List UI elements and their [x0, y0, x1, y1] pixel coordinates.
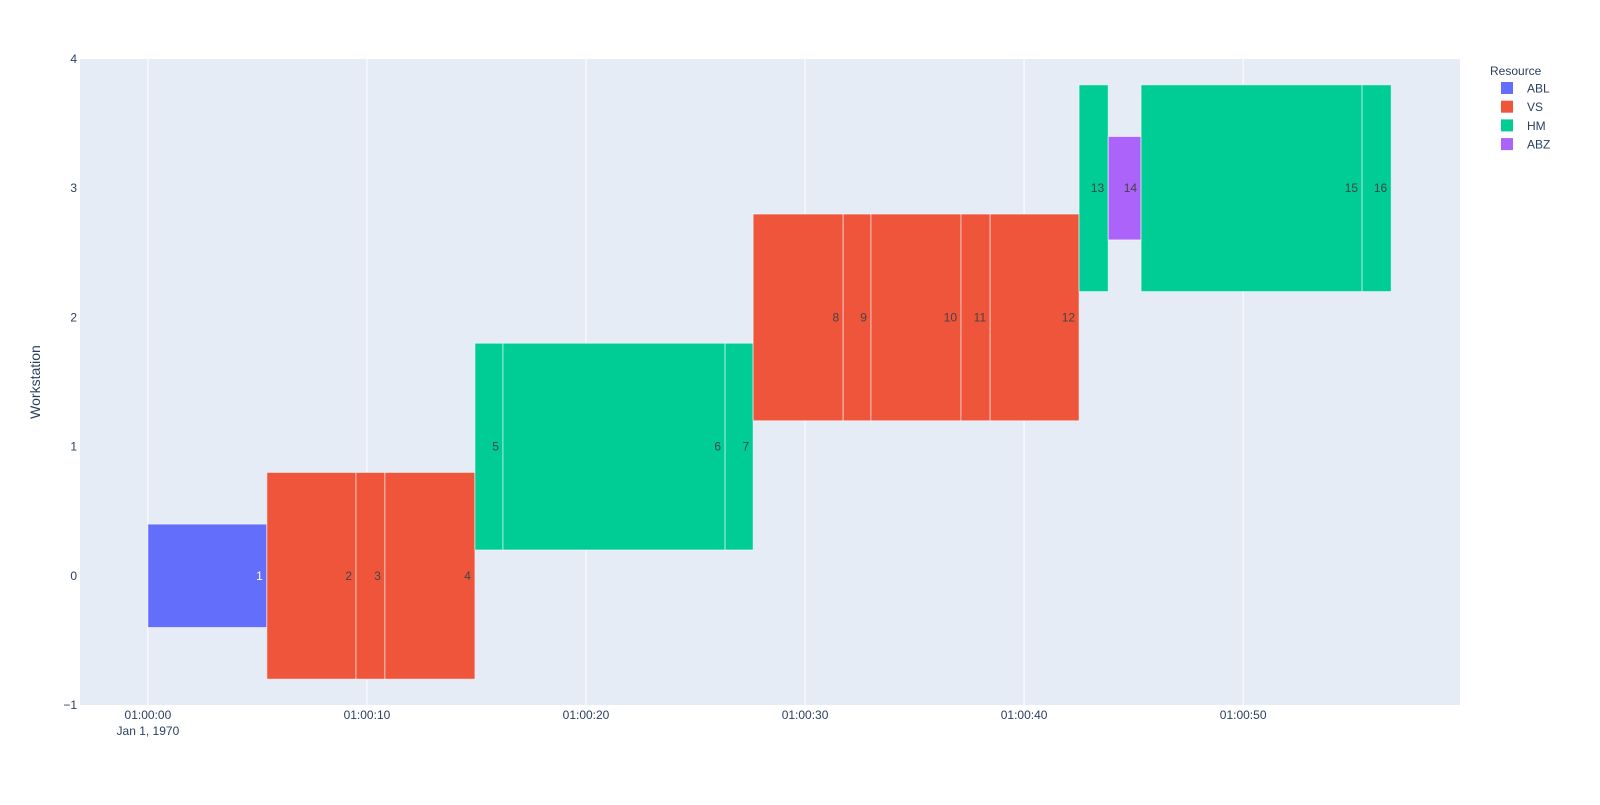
x-tick-label: 01:00:50 [1220, 708, 1267, 722]
legend-item-label: VS [1527, 100, 1543, 114]
x-tick-label: 01:00:20 [563, 708, 610, 722]
legend-swatch-icon [1501, 100, 1513, 113]
task-label: 4 [464, 569, 471, 583]
legend-item-label: ABZ [1527, 138, 1550, 152]
task-label: 5 [492, 440, 499, 454]
task-bar[interactable]: 16 [1361, 84, 1392, 293]
task-bar[interactable]: 2 [266, 471, 357, 680]
task-label: 13 [1091, 181, 1105, 195]
x-axis-ticks: 01:00:00 Jan 1, 1970 01:00:10 01:00:20 01:00… [117, 708, 1267, 738]
x-tick-label: 01:00:40 [1001, 708, 1048, 722]
legend-swatch-icon [1501, 138, 1513, 151]
task-label: 8 [832, 310, 839, 324]
task-label: 15 [1345, 181, 1359, 195]
task-label: 11 [974, 310, 987, 324]
task-label: 6 [714, 440, 721, 454]
legend: Resource ABL VS HM ABZ [1490, 64, 1550, 152]
task-bar[interactable]: 5 [474, 342, 504, 551]
x-tick-label: 01:00:30 [782, 708, 829, 722]
x-tick-label: 01:00:00 [125, 708, 172, 722]
task-label: 9 [860, 310, 867, 324]
x-tick-sublabel: Jan 1, 1970 [117, 724, 180, 738]
task-bar[interactable]: 9 [842, 213, 872, 422]
y-axis-title: Workstation [27, 345, 43, 419]
task-bar[interactable]: 1 [147, 523, 268, 628]
task-label: 12 [1062, 310, 1076, 324]
y-tick-label: 3 [70, 181, 77, 195]
task-bar[interactable]: 8 [752, 213, 844, 422]
task-bar[interactable]: 13 [1078, 84, 1109, 293]
task-label: 1 [256, 569, 263, 583]
y-tick-label: 1 [70, 440, 77, 454]
legend-item-abl[interactable]: ABL [1501, 82, 1550, 96]
legend-item-label: ABL [1527, 82, 1550, 96]
task-bar[interactable]: 10 [870, 213, 962, 422]
task-bar[interactable]: 11 [960, 213, 991, 422]
task-bar[interactable]: 3 [355, 471, 386, 680]
task-label: 16 [1374, 181, 1388, 195]
legend-item-abz[interactable]: ABZ [1501, 138, 1550, 152]
x-tick-label: 01:00:10 [344, 708, 391, 722]
legend-item-hm[interactable]: HM [1501, 119, 1546, 133]
task-label: 14 [1124, 181, 1138, 195]
legend-item-vs[interactable]: VS [1501, 100, 1543, 114]
y-tick-label: 4 [70, 52, 77, 66]
legend-title: Resource [1490, 64, 1542, 78]
y-tick-label: −1 [63, 698, 77, 712]
task-bar[interactable]: 4 [384, 471, 476, 680]
task-bar[interactable]: 6 [502, 342, 726, 551]
task-bar[interactable]: 14 [1107, 136, 1142, 241]
task-label: 3 [374, 569, 381, 583]
task-bar[interactable]: 15 [1140, 84, 1363, 293]
legend-swatch-icon [1501, 119, 1513, 132]
legend-item-label: HM [1527, 119, 1546, 133]
task-bar[interactable]: 7 [724, 342, 754, 551]
y-tick-label: 2 [70, 310, 77, 324]
y-axis-ticks: 4 3 2 1 0 −1 [63, 52, 77, 712]
task-label: 2 [345, 569, 352, 583]
legend-swatch-icon [1501, 82, 1513, 94]
y-tick-label: 0 [70, 569, 77, 583]
task-label: 10 [944, 310, 958, 324]
task-label: 7 [742, 440, 749, 454]
task-bar[interactable]: 12 [989, 213, 1080, 422]
